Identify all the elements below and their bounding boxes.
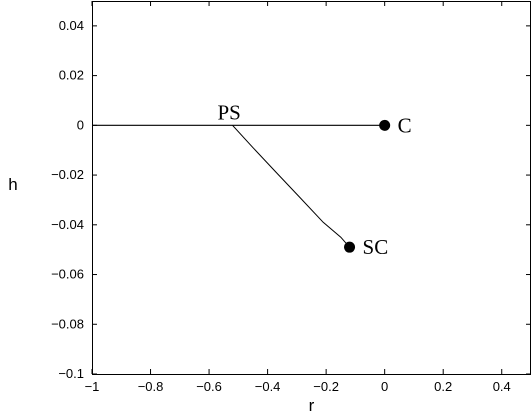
y-axis-title: h	[8, 175, 17, 194]
x-tick-label: −0.6	[196, 379, 222, 394]
y-tick-label: −0.04	[51, 217, 84, 232]
y-tick-label: 0.04	[59, 18, 84, 33]
x-tick-label: −0.8	[138, 379, 164, 394]
x-tick-label: 0.2	[434, 379, 452, 394]
y-axis-ticks: −0.1 −0.08 −0.06 −0.04 −0.02 0 0.02 0.04	[51, 18, 531, 381]
x-tick-label: −0.2	[313, 379, 339, 394]
x-axis-title: r	[309, 396, 315, 415]
point-sc-label: SC	[363, 235, 389, 259]
x-tick-label: −0.4	[255, 379, 281, 394]
x-tick-label: −1	[85, 379, 100, 394]
point-sc-marker	[344, 241, 356, 253]
point-c-label: C	[398, 113, 412, 137]
y-tick-label: −0.08	[51, 316, 84, 331]
plot-frame	[92, 1, 531, 375]
x-tick-label: 0	[381, 379, 388, 394]
y-tick-label: −0.1	[58, 366, 84, 381]
x-tick-label: 0.4	[493, 379, 511, 394]
points-layer: C SC	[344, 113, 412, 259]
y-tick-label: −0.06	[51, 267, 84, 282]
annotation-layer: PS	[217, 100, 240, 124]
y-tick-label: −0.02	[51, 167, 84, 182]
y-tick-label: 0	[77, 117, 84, 132]
point-c-marker	[379, 119, 391, 131]
annotation-ps-label: PS	[217, 100, 240, 124]
series-line-2	[232, 124, 350, 248]
y-tick-label: 0.02	[59, 68, 84, 83]
series-layer	[92, 124, 385, 248]
x-axis-ticks: −1 −0.8 −0.6 −0.4 −0.2 0 0.2 0.4	[85, 1, 511, 394]
